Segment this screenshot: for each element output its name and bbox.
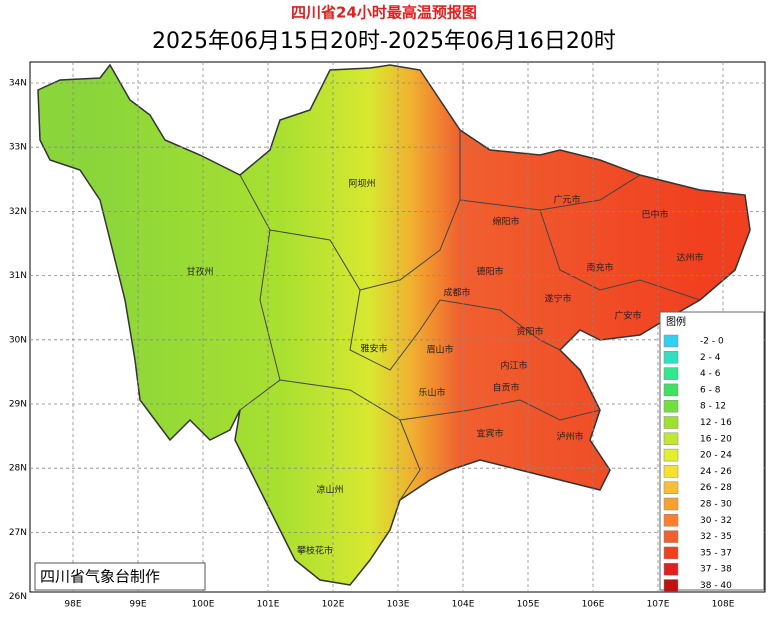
region-label: 成都市 <box>443 287 470 299</box>
legend-label: 12 - 16 <box>700 418 732 428</box>
legend-swatch <box>663 546 679 560</box>
region-label: 阿坝州 <box>348 179 375 190</box>
region-borders <box>239 130 701 501</box>
region-label: 宜宾市 <box>476 428 503 440</box>
legend-label: 6 - 8 <box>700 385 721 395</box>
legend-label: -2 - 0 <box>700 337 724 347</box>
region-label: 眉山市 <box>426 344 453 356</box>
legend-swatch <box>663 383 679 397</box>
legend-swatch <box>663 416 679 429</box>
region-label: 乐山市 <box>418 387 445 399</box>
lat-label: 28N <box>9 464 27 474</box>
legend-label: 16 - 20 <box>700 434 732 444</box>
region-label: 攀枝花市 <box>297 545 333 557</box>
legend-swatch <box>663 432 679 446</box>
legend-label: 24 - 26 <box>700 467 732 477</box>
region-label: 资阳市 <box>516 326 543 338</box>
legend-swatch <box>663 334 679 348</box>
lon-label: 106E <box>582 600 605 610</box>
legend-label: 37 - 38 <box>700 565 732 575</box>
legend-label: 4 - 6 <box>700 369 721 379</box>
credit-box <box>34 562 206 591</box>
region-label: 内江市 <box>500 360 527 372</box>
lat-label: 26N <box>9 592 27 602</box>
lat-label: 34N <box>9 79 27 89</box>
legend-label: 30 - 32 <box>700 516 732 526</box>
region-label: 甘孜州 <box>186 266 213 278</box>
legend-swatch <box>663 562 679 576</box>
legend-label: 28 - 30 <box>700 500 732 510</box>
legend-title: 图例 <box>666 315 686 328</box>
legend-swatch <box>663 530 679 543</box>
legend-label: 38 - 40 <box>700 581 732 591</box>
lon-label: 105E <box>517 600 540 610</box>
lat-label: 32N <box>9 207 27 217</box>
legend-swatch <box>663 465 679 478</box>
region-label: 达州市 <box>676 252 703 264</box>
legend-label: 2 - 4 <box>700 353 721 363</box>
credit: 四川省气象台制作 <box>40 568 160 586</box>
lat-label: 29N <box>9 400 27 410</box>
legend-swatch <box>663 481 679 494</box>
legend-label: 20 - 24 <box>700 451 732 461</box>
lon-label: 103E <box>387 600 410 610</box>
province-shape <box>37 63 751 586</box>
legend-swatch <box>663 514 679 527</box>
region-label: 凉山州 <box>316 484 343 496</box>
lon-label: 99E <box>129 600 146 610</box>
lat-label: 31N <box>9 271 27 281</box>
lon-label: 98E <box>64 600 81 610</box>
region-label: 泸州市 <box>556 431 583 443</box>
legend-label: 35 - 37 <box>700 548 732 558</box>
region-label: 南充市 <box>586 262 613 274</box>
region-label: 绵阳市 <box>492 216 519 228</box>
legend-swatch <box>663 497 679 511</box>
region-label: 雅安市 <box>360 343 387 355</box>
lon-label: 101E <box>257 600 280 610</box>
lon-label: 107E <box>647 600 670 610</box>
legend-swatch <box>663 448 679 462</box>
legend-label: 8 - 12 <box>700 402 726 412</box>
legend-label: 32 - 35 <box>700 532 732 542</box>
lat-label: 30N <box>9 335 27 345</box>
legend-swatch <box>663 367 679 380</box>
region-label: 德阳市 <box>476 266 503 278</box>
region-label: 遂宁市 <box>544 293 571 305</box>
region-label: 巴中市 <box>641 209 668 221</box>
lon-label: 102E <box>322 600 345 610</box>
region-label: 广元市 <box>553 194 580 206</box>
lon-label: 108E <box>712 600 735 610</box>
legend-swatch <box>663 399 679 413</box>
lon-label: 104E <box>452 600 475 610</box>
lat-label: 27N <box>9 528 27 538</box>
legend-label: 26 - 28 <box>700 483 732 493</box>
region-label: 自贡市 <box>492 382 519 394</box>
lat-label: 33N <box>9 143 27 153</box>
legend-swatch <box>663 579 679 592</box>
title: 四川省24小时最高温预报图 <box>291 4 477 22</box>
legend-swatch <box>663 351 679 364</box>
region-label: 广安市 <box>614 310 641 322</box>
subtitle: 2025年06月15日20时-2025年06月16日20时 <box>152 29 616 54</box>
lon-label: 100E <box>192 600 215 610</box>
